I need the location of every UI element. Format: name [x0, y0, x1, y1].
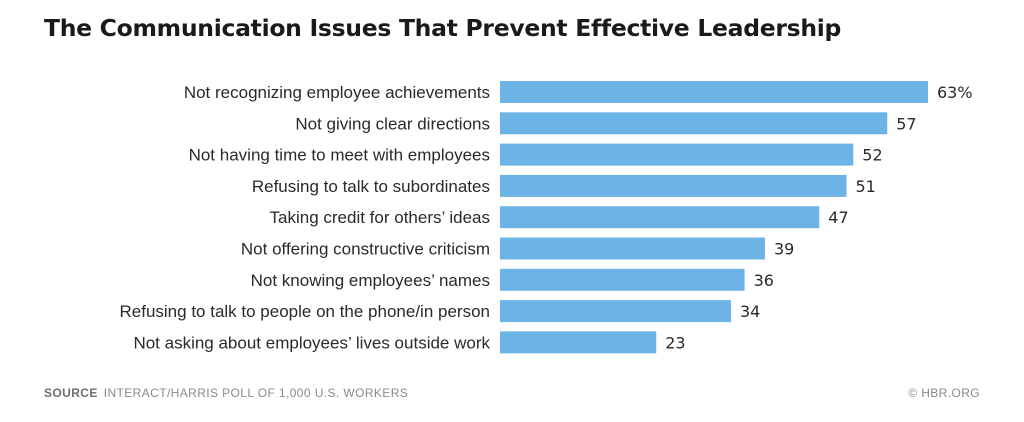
source-text: INTERACT/HARRIS POLL OF 1,000 U.S. WORKE… [103, 386, 409, 400]
category-label: Not having time to meet with employees [189, 146, 490, 165]
bar [500, 331, 657, 354]
value-label: 63% [937, 83, 973, 102]
value-label: 23 [665, 333, 685, 352]
bar-chart: Not recognizing employee achievements 63%… [120, 81, 973, 354]
bar [500, 300, 731, 323]
value-label: 52 [862, 146, 882, 165]
category-label: Not recognizing employee achievements [184, 83, 490, 102]
bar [500, 268, 745, 291]
category-label: Not giving clear directions [295, 114, 490, 133]
category-label: Not offering constructive criticism [241, 240, 490, 259]
value-label: 36 [754, 271, 774, 290]
credit-note: © HBR.ORG [908, 386, 980, 400]
value-label: 47 [828, 208, 848, 227]
bar [500, 174, 847, 197]
chart-title: The Communication Issues That Prevent Ef… [44, 14, 842, 42]
bar [500, 143, 854, 166]
value-label: 39 [774, 240, 794, 259]
value-label: 34 [740, 302, 760, 321]
source-note: SOURCE INTERACT/HARRIS POLL OF 1,000 U.S.… [44, 386, 408, 400]
category-label: Not knowing employees’ names [251, 271, 490, 290]
bar [500, 112, 888, 135]
source-label: SOURCE [44, 386, 98, 400]
bar [500, 81, 928, 103]
category-label: Refusing to talk to people on the phone/… [120, 302, 491, 321]
bar [500, 206, 820, 229]
category-label: Refusing to talk to subordinates [252, 177, 490, 196]
category-label: Not asking about employees’ lives outsid… [133, 333, 490, 352]
category-label: Taking credit for others’ ideas [270, 208, 490, 227]
bar [500, 237, 765, 260]
value-label: 51 [855, 177, 875, 196]
value-label: 57 [896, 114, 916, 133]
